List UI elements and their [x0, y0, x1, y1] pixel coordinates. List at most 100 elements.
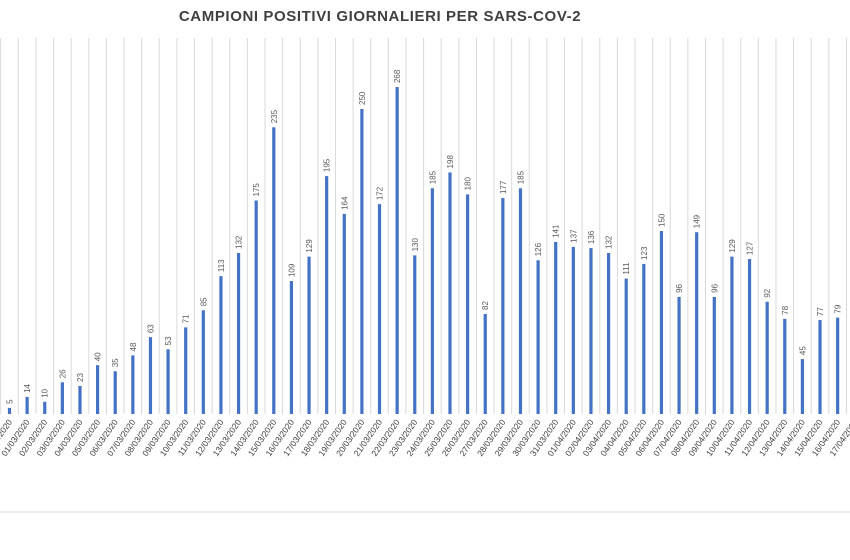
- data-label: 48: [129, 342, 138, 351]
- bar: [219, 276, 223, 414]
- bar: [131, 355, 135, 414]
- bar: [642, 263, 646, 414]
- data-label: 26: [58, 369, 67, 378]
- bar: [800, 359, 804, 414]
- data-label: 130: [411, 238, 420, 252]
- data-label: 77: [816, 307, 825, 316]
- data-label: 141: [552, 224, 561, 238]
- bar: [589, 248, 593, 414]
- data-label: 132: [235, 235, 244, 249]
- data-label: 126: [534, 242, 543, 256]
- data-label: 177: [499, 180, 508, 194]
- data-label: 150: [657, 213, 666, 227]
- bar: [325, 176, 329, 414]
- bar: [818, 320, 822, 414]
- bar: [518, 188, 523, 414]
- data-label: 250: [358, 91, 367, 105]
- data-label: 23: [76, 372, 85, 381]
- bar: [60, 382, 64, 414]
- data-label: 129: [728, 239, 737, 253]
- bar: [606, 252, 611, 414]
- bar: [659, 231, 664, 414]
- data-label: 45: [798, 346, 807, 355]
- data-label: 79: [834, 304, 843, 313]
- bar: [836, 317, 840, 414]
- bar: [148, 337, 153, 414]
- bar: [466, 194, 470, 414]
- bar: [430, 188, 434, 414]
- data-label: 10: [41, 388, 50, 397]
- data-label: 198: [446, 155, 455, 169]
- bar: [695, 232, 699, 414]
- data-label: 235: [270, 109, 279, 123]
- data-label: 85: [199, 297, 208, 306]
- data-label: 180: [464, 177, 473, 191]
- bar: [624, 278, 628, 414]
- data-label: 127: [746, 241, 755, 255]
- bar: [25, 396, 29, 414]
- data-label: 96: [675, 283, 684, 292]
- bar: [342, 213, 346, 414]
- x-tick-labels: 29/02/202001/03/202002/03/202003/03/2020…: [0, 417, 850, 458]
- bar: [448, 172, 452, 414]
- data-label: 172: [376, 186, 385, 200]
- bar: [78, 385, 82, 414]
- data-label: 92: [763, 288, 772, 297]
- bar: [677, 296, 681, 414]
- bar: [201, 310, 205, 414]
- data-label: 164: [340, 196, 349, 210]
- data-label: 35: [111, 358, 120, 367]
- bar: [236, 252, 241, 414]
- bar: [96, 365, 100, 414]
- data-label: 71: [182, 314, 191, 323]
- bar: [289, 281, 294, 414]
- bar: [571, 246, 575, 414]
- data-label: 129: [305, 239, 314, 253]
- bar: [43, 401, 47, 414]
- bar: [377, 204, 382, 414]
- data-label: 14: [23, 383, 32, 392]
- bar: [166, 349, 170, 414]
- data-label: 113: [217, 259, 226, 272]
- bar: [360, 109, 364, 414]
- bar: [765, 301, 769, 414]
- bar: [483, 313, 487, 414]
- data-label: 63: [146, 324, 155, 333]
- bar: [413, 255, 417, 414]
- data-label: 132: [605, 235, 614, 249]
- data-label: 185: [516, 170, 525, 184]
- bar: [113, 371, 117, 414]
- data-label: 123: [640, 246, 649, 260]
- bar: [554, 241, 558, 414]
- data-label: 268: [393, 69, 402, 83]
- bar: [307, 256, 311, 414]
- data-label: 53: [164, 336, 173, 345]
- bar: [730, 256, 734, 414]
- data-label: 137: [569, 229, 578, 243]
- data-label: 111: [622, 262, 631, 275]
- bar: [395, 87, 399, 414]
- bar: [7, 407, 12, 414]
- data-label: 175: [252, 183, 261, 197]
- data-label: 78: [781, 305, 790, 314]
- data-label: 149: [693, 214, 702, 228]
- chart-title: CAMPIONI POSITIVI GIORNALIERI PER SARS-C…: [178, 8, 582, 25]
- data-label: 136: [587, 230, 596, 244]
- gridlines: [0, 38, 847, 414]
- bar: [536, 260, 540, 414]
- bar: [783, 318, 787, 414]
- data-label: 40: [94, 352, 103, 361]
- bar: [184, 327, 188, 414]
- data-label: 185: [428, 170, 437, 184]
- bars: [7, 87, 840, 415]
- data-label: 195: [323, 158, 332, 172]
- data-label: 5: [6, 399, 15, 404]
- bar: [272, 127, 276, 415]
- data-label: 109: [287, 263, 296, 277]
- bar: [501, 198, 505, 414]
- data-labels: 5 14 10 26 23 40 35 48 63 53 71 85 113 132 175 235 109 12…: [6, 69, 843, 404]
- bar: [747, 259, 752, 414]
- data-label: 96: [710, 283, 719, 292]
- data-label: 82: [481, 301, 490, 310]
